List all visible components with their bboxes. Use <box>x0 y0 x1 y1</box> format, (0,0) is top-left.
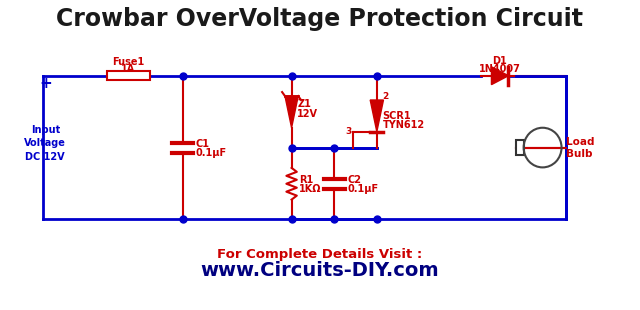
Text: Fuse1: Fuse1 <box>112 57 144 67</box>
Text: TYN612: TYN612 <box>383 120 425 130</box>
Text: D1: D1 <box>493 56 508 66</box>
Text: R1: R1 <box>299 175 314 185</box>
Polygon shape <box>492 67 509 85</box>
Text: 2: 2 <box>383 91 388 100</box>
Polygon shape <box>285 96 298 128</box>
Text: Input
Voltage
DC 12V: Input Voltage DC 12V <box>24 125 67 162</box>
Polygon shape <box>370 100 383 132</box>
Text: Bulb: Bulb <box>566 148 593 158</box>
Text: C1: C1 <box>196 139 210 148</box>
Text: 1KΩ: 1KΩ <box>299 184 322 194</box>
Text: 3: 3 <box>346 127 352 136</box>
Text: Z1: Z1 <box>297 99 311 109</box>
Text: 0.1μF: 0.1μF <box>348 184 379 194</box>
Text: www.Circuits-DIY.com: www.Circuits-DIY.com <box>201 261 439 281</box>
Text: 1N4007: 1N4007 <box>479 64 521 74</box>
Bar <box>516 140 524 156</box>
Bar <box>107 71 150 80</box>
Text: Load: Load <box>566 137 595 147</box>
Text: SCR1: SCR1 <box>383 111 411 121</box>
Text: 1A: 1A <box>121 64 135 74</box>
Text: C2: C2 <box>348 175 362 185</box>
Text: For Complete Details Visit :: For Complete Details Visit : <box>218 248 422 261</box>
Text: Crowbar OverVoltage Protection Circuit: Crowbar OverVoltage Protection Circuit <box>56 7 584 31</box>
Text: 12V: 12V <box>297 109 318 119</box>
Text: 0.1μF: 0.1μF <box>196 148 227 157</box>
Text: +: + <box>39 76 52 91</box>
